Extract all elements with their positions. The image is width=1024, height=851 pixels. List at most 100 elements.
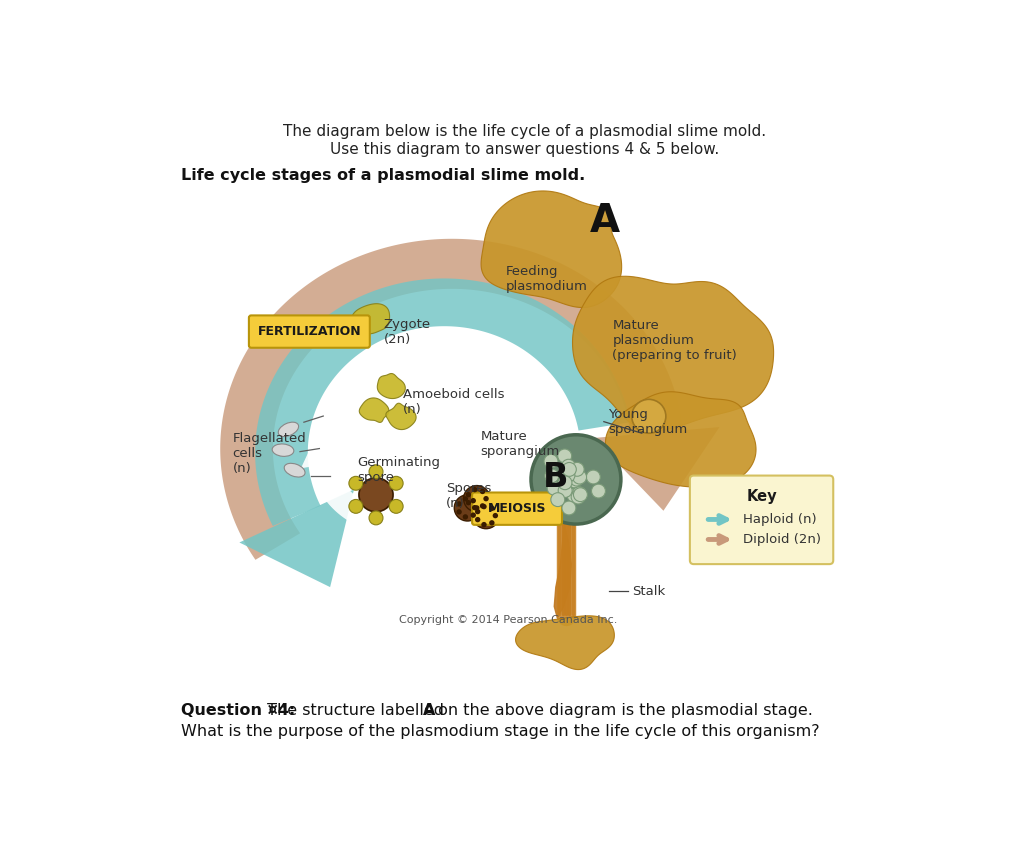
Text: Key: Key — [746, 488, 777, 504]
Circle shape — [359, 478, 393, 511]
Polygon shape — [386, 403, 416, 430]
Circle shape — [369, 511, 383, 525]
FancyBboxPatch shape — [690, 476, 834, 564]
Circle shape — [474, 505, 479, 511]
Circle shape — [632, 399, 666, 433]
Circle shape — [493, 513, 498, 518]
Text: B: B — [543, 461, 568, 494]
Circle shape — [592, 484, 605, 498]
Text: Spores
(n): Spores (n) — [445, 483, 492, 511]
Circle shape — [483, 496, 488, 501]
Circle shape — [473, 503, 500, 528]
Circle shape — [349, 477, 362, 490]
Text: Life cycle stages of a plasmodial slime mold.: Life cycle stages of a plasmodial slime … — [180, 168, 585, 183]
Text: The diagram below is the life cycle of a plasmodial slime mold.: The diagram below is the life cycle of a… — [284, 124, 766, 139]
Circle shape — [562, 501, 575, 515]
Circle shape — [567, 488, 581, 502]
Circle shape — [547, 482, 561, 495]
Circle shape — [571, 490, 585, 504]
Circle shape — [481, 504, 486, 509]
Circle shape — [475, 517, 480, 523]
Polygon shape — [377, 374, 406, 398]
FancyBboxPatch shape — [249, 316, 370, 348]
Text: A: A — [423, 703, 435, 718]
Polygon shape — [515, 616, 614, 670]
Circle shape — [572, 470, 587, 484]
Text: Amoeboid cells
(n): Amoeboid cells (n) — [403, 388, 505, 416]
Circle shape — [471, 498, 476, 504]
Circle shape — [558, 449, 571, 463]
Text: What is the purpose of the plasmodium stage in the life cycle of this organism?: What is the purpose of the plasmodium st… — [180, 724, 819, 740]
Circle shape — [472, 487, 477, 493]
Circle shape — [561, 469, 574, 483]
Circle shape — [464, 486, 489, 511]
Circle shape — [562, 462, 577, 477]
Polygon shape — [255, 278, 631, 526]
Text: Mature
sporangium: Mature sporangium — [480, 430, 560, 458]
Circle shape — [471, 512, 476, 517]
Circle shape — [369, 465, 383, 478]
Text: The structure labelled: The structure labelled — [262, 703, 450, 718]
Polygon shape — [445, 437, 489, 472]
Polygon shape — [321, 371, 480, 443]
Polygon shape — [554, 524, 571, 618]
Text: Copyright © 2014 Pearson Canada Inc.: Copyright © 2014 Pearson Canada Inc. — [398, 614, 616, 625]
Text: Zygote
(2n): Zygote (2n) — [384, 317, 431, 346]
Circle shape — [572, 487, 587, 500]
Polygon shape — [481, 191, 622, 307]
Text: Use this diagram to answer questions 4 & 5 below.: Use this diagram to answer questions 4 &… — [330, 142, 720, 157]
Polygon shape — [359, 398, 389, 422]
Circle shape — [573, 488, 588, 501]
Polygon shape — [240, 489, 354, 587]
Circle shape — [389, 477, 403, 490]
Circle shape — [489, 520, 495, 526]
Text: Question ¤4:: Question ¤4: — [180, 703, 295, 718]
Circle shape — [545, 469, 559, 483]
Text: Feeding
plasmodium: Feeding plasmodium — [506, 266, 588, 294]
Polygon shape — [351, 304, 389, 334]
Circle shape — [544, 454, 558, 468]
Circle shape — [481, 522, 486, 528]
Circle shape — [389, 500, 403, 513]
Circle shape — [475, 509, 480, 514]
Polygon shape — [572, 277, 773, 431]
Circle shape — [472, 505, 477, 511]
Polygon shape — [594, 427, 720, 511]
Circle shape — [587, 470, 600, 484]
Text: on the above diagram is the plasmodial stage.: on the above diagram is the plasmodial s… — [432, 703, 812, 718]
Polygon shape — [301, 433, 345, 468]
Circle shape — [457, 509, 462, 515]
Ellipse shape — [272, 444, 294, 456]
Circle shape — [480, 488, 485, 494]
Circle shape — [558, 476, 572, 489]
Ellipse shape — [279, 422, 299, 437]
Text: Germinating
spore: Germinating spore — [357, 456, 440, 484]
Circle shape — [531, 435, 621, 524]
Text: FERTILIZATION: FERTILIZATION — [258, 325, 361, 338]
FancyBboxPatch shape — [472, 493, 562, 525]
Circle shape — [561, 460, 575, 473]
Circle shape — [569, 472, 584, 486]
Text: Stalk: Stalk — [632, 585, 665, 597]
Text: Young
sporangium: Young sporangium — [608, 408, 688, 436]
Polygon shape — [310, 462, 470, 534]
Ellipse shape — [285, 463, 305, 477]
Text: Diploid (2n): Diploid (2n) — [742, 533, 820, 546]
Text: Haploid (n): Haploid (n) — [742, 513, 816, 526]
Text: A: A — [590, 203, 620, 241]
Circle shape — [463, 514, 468, 520]
Circle shape — [551, 493, 565, 506]
Circle shape — [489, 505, 495, 511]
Circle shape — [570, 462, 584, 477]
Polygon shape — [220, 239, 683, 560]
Text: Mature
plasmodium
(preparing to fruit): Mature plasmodium (preparing to fruit) — [612, 319, 737, 363]
Circle shape — [480, 503, 485, 509]
Circle shape — [455, 494, 480, 521]
Circle shape — [566, 472, 581, 486]
Circle shape — [457, 501, 462, 506]
Circle shape — [349, 500, 362, 513]
Circle shape — [567, 474, 582, 488]
Text: Flagellated
cells
(n): Flagellated cells (n) — [232, 431, 306, 475]
Text: MEIOSIS: MEIOSIS — [487, 502, 546, 515]
Polygon shape — [605, 391, 756, 487]
